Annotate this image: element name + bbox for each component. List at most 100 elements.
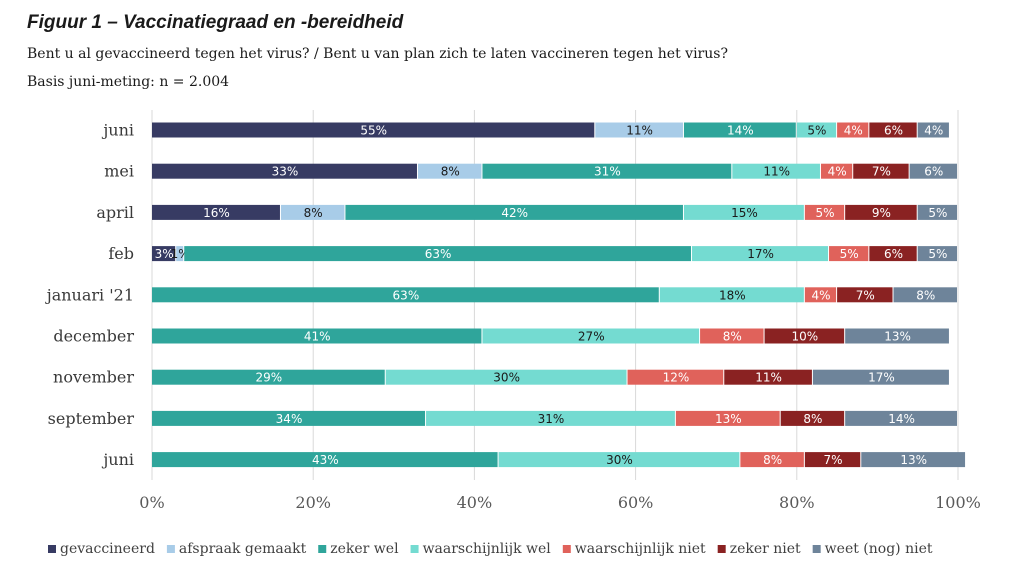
bar-segment — [176, 246, 184, 262]
legend-label: afspraak gemaakt — [179, 541, 307, 557]
category-label: feb — [108, 244, 134, 263]
bar-segment — [595, 122, 683, 138]
data-label: 27% — [578, 330, 605, 344]
data-label: 18% — [719, 288, 746, 302]
data-label: 30% — [493, 371, 520, 385]
x-tick-label: 0% — [139, 493, 164, 512]
data-label: 34% — [276, 412, 303, 426]
data-label: 42% — [501, 206, 528, 220]
legend-swatch — [717, 545, 726, 553]
data-label: 5% — [807, 124, 826, 138]
bar-segment — [417, 163, 482, 179]
bar-segment — [482, 328, 700, 344]
bar-segment — [152, 246, 176, 262]
bar-segment — [917, 246, 957, 262]
legend-swatch — [812, 545, 821, 553]
data-label: 3% — [155, 247, 174, 261]
data-label: 4% — [924, 124, 943, 138]
legend-label: zeker wel — [330, 541, 399, 557]
data-label: 63% — [425, 247, 452, 261]
bar-segment — [152, 163, 417, 179]
data-label: 14% — [727, 124, 754, 138]
legend-swatch — [166, 545, 175, 553]
bar-segment — [837, 287, 893, 303]
data-label: 33% — [272, 165, 299, 179]
bar-segment — [804, 287, 837, 303]
category-label: april — [96, 203, 134, 222]
legend-label: zeker niet — [730, 541, 801, 557]
data-label: 13% — [715, 412, 742, 426]
data-label: 12% — [663, 371, 690, 385]
data-label: 5% — [840, 247, 859, 261]
data-label: 8% — [723, 330, 742, 344]
bar-segment — [861, 452, 966, 468]
category-label: juni — [101, 450, 134, 469]
data-label: 29% — [256, 371, 283, 385]
data-label: 63% — [393, 288, 420, 302]
bar-segment — [385, 369, 627, 385]
bar-segment — [152, 452, 498, 468]
data-label: 4% — [844, 124, 863, 138]
bar-segment — [280, 204, 345, 220]
data-label: 11% — [626, 124, 653, 138]
bar-segment — [764, 328, 845, 344]
data-label: 7% — [872, 165, 891, 179]
bar-segment — [683, 204, 804, 220]
bar-segment — [700, 328, 764, 344]
data-label: 6% — [884, 247, 903, 261]
data-label: 16% — [203, 206, 230, 220]
category-label: december — [53, 327, 134, 346]
data-label: 9% — [872, 206, 891, 220]
category-label: november — [53, 368, 134, 387]
x-tick-label: 100% — [935, 493, 981, 512]
bar-segment — [869, 122, 917, 138]
category-label: januari '21 — [45, 285, 134, 304]
bar-segment — [845, 328, 949, 344]
bar-segment — [909, 163, 957, 179]
data-label: 8% — [441, 165, 460, 179]
bar-segment — [345, 204, 683, 220]
data-label: 31% — [594, 165, 621, 179]
data-label: 4% — [811, 288, 830, 302]
bar-segment — [627, 369, 724, 385]
bar-segment — [837, 122, 869, 138]
data-label: 43% — [312, 453, 339, 467]
sample-basis-note: Basis juni-meting: n = 2.004 — [27, 74, 230, 90]
bar-segment — [152, 369, 385, 385]
data-label: 15% — [731, 206, 758, 220]
bar-segment — [683, 122, 796, 138]
data-label: 5% — [928, 247, 947, 261]
bar-segment — [853, 163, 909, 179]
bar-segment — [692, 246, 829, 262]
legend-label: waarschijnlijk wel — [423, 541, 552, 557]
data-label: 8% — [763, 453, 782, 467]
bar-segment — [152, 287, 659, 303]
data-label: 11% — [763, 165, 790, 179]
data-label: 30% — [606, 453, 633, 467]
data-label: 13% — [884, 330, 911, 344]
category-label: juni — [101, 121, 134, 140]
chart-subtitle: Bent u al gevaccineerd tegen het virus? … — [27, 46, 728, 62]
legend-swatch — [48, 545, 56, 553]
legend-swatch — [562, 545, 571, 553]
bar-segment — [724, 369, 812, 385]
bar-segment — [917, 122, 949, 138]
category-label: september — [48, 409, 135, 428]
bar-segment — [796, 122, 837, 138]
data-label: 31% — [538, 412, 565, 426]
bar-segment — [740, 452, 804, 468]
data-label: 14% — [888, 412, 915, 426]
data-label: 6% — [924, 165, 943, 179]
data-label: 17% — [747, 247, 774, 261]
data-label: 10% — [792, 330, 819, 344]
bar-segment — [804, 204, 845, 220]
legend-label: weet (nog) niet — [825, 541, 933, 557]
bar-segment — [659, 287, 804, 303]
data-label: 11% — [755, 371, 782, 385]
bar-segment — [845, 204, 917, 220]
bar-segment — [804, 452, 861, 468]
data-label: 4% — [828, 165, 847, 179]
bar-segment — [812, 369, 949, 385]
data-label: 7% — [856, 288, 875, 302]
